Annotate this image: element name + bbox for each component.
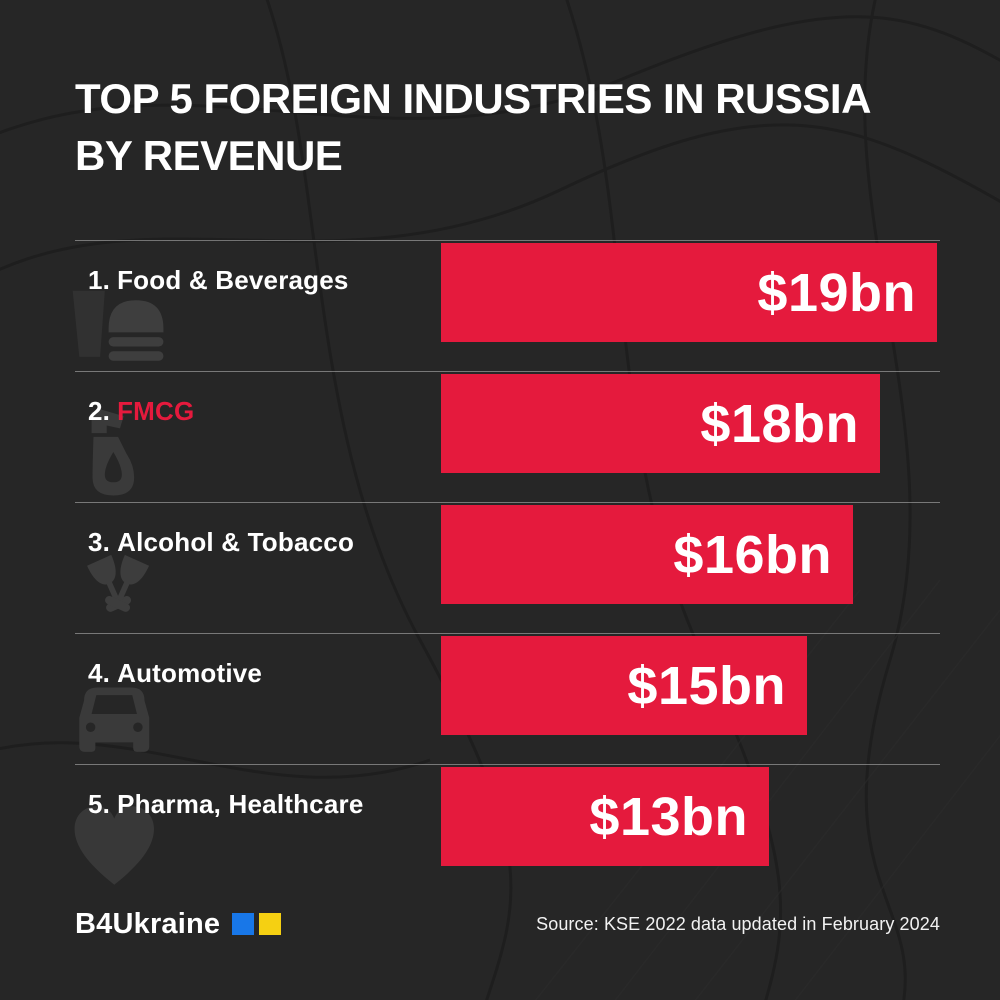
row-rank: 5. xyxy=(88,789,111,819)
revenue-bar: $18bn xyxy=(441,374,880,473)
revenue-bar: $13bn xyxy=(441,767,769,866)
flag-yellow-square xyxy=(259,913,282,935)
bar-value-label: $16bn xyxy=(673,524,832,585)
row-rank: 3. xyxy=(88,527,111,557)
row-label: 5. Pharma, Healthcare xyxy=(88,789,363,820)
chart-row: 2. FMCG $18bn xyxy=(75,371,940,502)
row-category-name: FMCG xyxy=(117,396,195,426)
heart-icon xyxy=(74,806,154,885)
revenue-bar: $16bn xyxy=(441,505,853,604)
revenue-bar: $19bn xyxy=(441,243,937,342)
bar-value-label: $13bn xyxy=(589,786,748,847)
row-category-name: Pharma, Healthcare xyxy=(117,789,364,819)
bar-value-label: $15bn xyxy=(627,655,786,716)
source-note: Source: KSE 2022 data updated in Februar… xyxy=(536,913,940,934)
row-category-name: Automotive xyxy=(117,658,263,688)
row-rank: 4. xyxy=(88,658,111,688)
row-category-name: Alcohol & Tobacco xyxy=(117,527,355,557)
row-label: 1. Food & Beverages xyxy=(88,265,349,296)
car-icon xyxy=(79,687,150,752)
clinking-glasses-icon xyxy=(87,554,150,612)
page-title-line1: TOP 5 FOREIGN INDUSTRIES IN RUSSIA xyxy=(75,75,871,122)
bar-chart: 1. Food & Beverages $19bn 2. FMCG $18bn 3. Alco… xyxy=(72,240,940,895)
row-label: 2. FMCG xyxy=(88,396,194,427)
ukraine-flag-icon xyxy=(232,913,282,935)
flag-blue-square xyxy=(232,913,255,935)
chart-row: 1. Food & Beverages $19bn xyxy=(72,240,940,371)
row-label: 3. Alcohol & Tobacco xyxy=(88,527,354,558)
brand-logo: B4Ukraine xyxy=(75,907,282,941)
bar-value-label: $18bn xyxy=(700,393,859,454)
fmcg-spray-bottle-icon xyxy=(91,409,135,496)
chart-row: 5. Pharma, Healthcare $13bn xyxy=(74,764,940,895)
footer: B4Ukraine Source: KSE 2022 data updated … xyxy=(75,902,940,946)
row-label: 4. Automotive xyxy=(88,658,262,689)
page-title: TOP 5 FOREIGN INDUSTRIES IN RUSSIA BY RE… xyxy=(75,70,945,184)
bar-value-label: $19bn xyxy=(757,262,916,323)
food-beverages-icon xyxy=(72,290,164,361)
row-rank: 1. xyxy=(88,265,111,295)
brand-name: B4Ukraine xyxy=(75,907,221,940)
row-category-name: Food & Beverages xyxy=(117,265,349,295)
row-rank: 2. xyxy=(88,396,111,426)
chart-row: 4. Automotive $15bn xyxy=(75,633,940,764)
page-title-line2: BY REVENUE xyxy=(75,132,343,179)
chart-row: 3. Alcohol & Tobacco $16bn xyxy=(75,502,940,633)
revenue-bar: $15bn xyxy=(441,636,807,735)
